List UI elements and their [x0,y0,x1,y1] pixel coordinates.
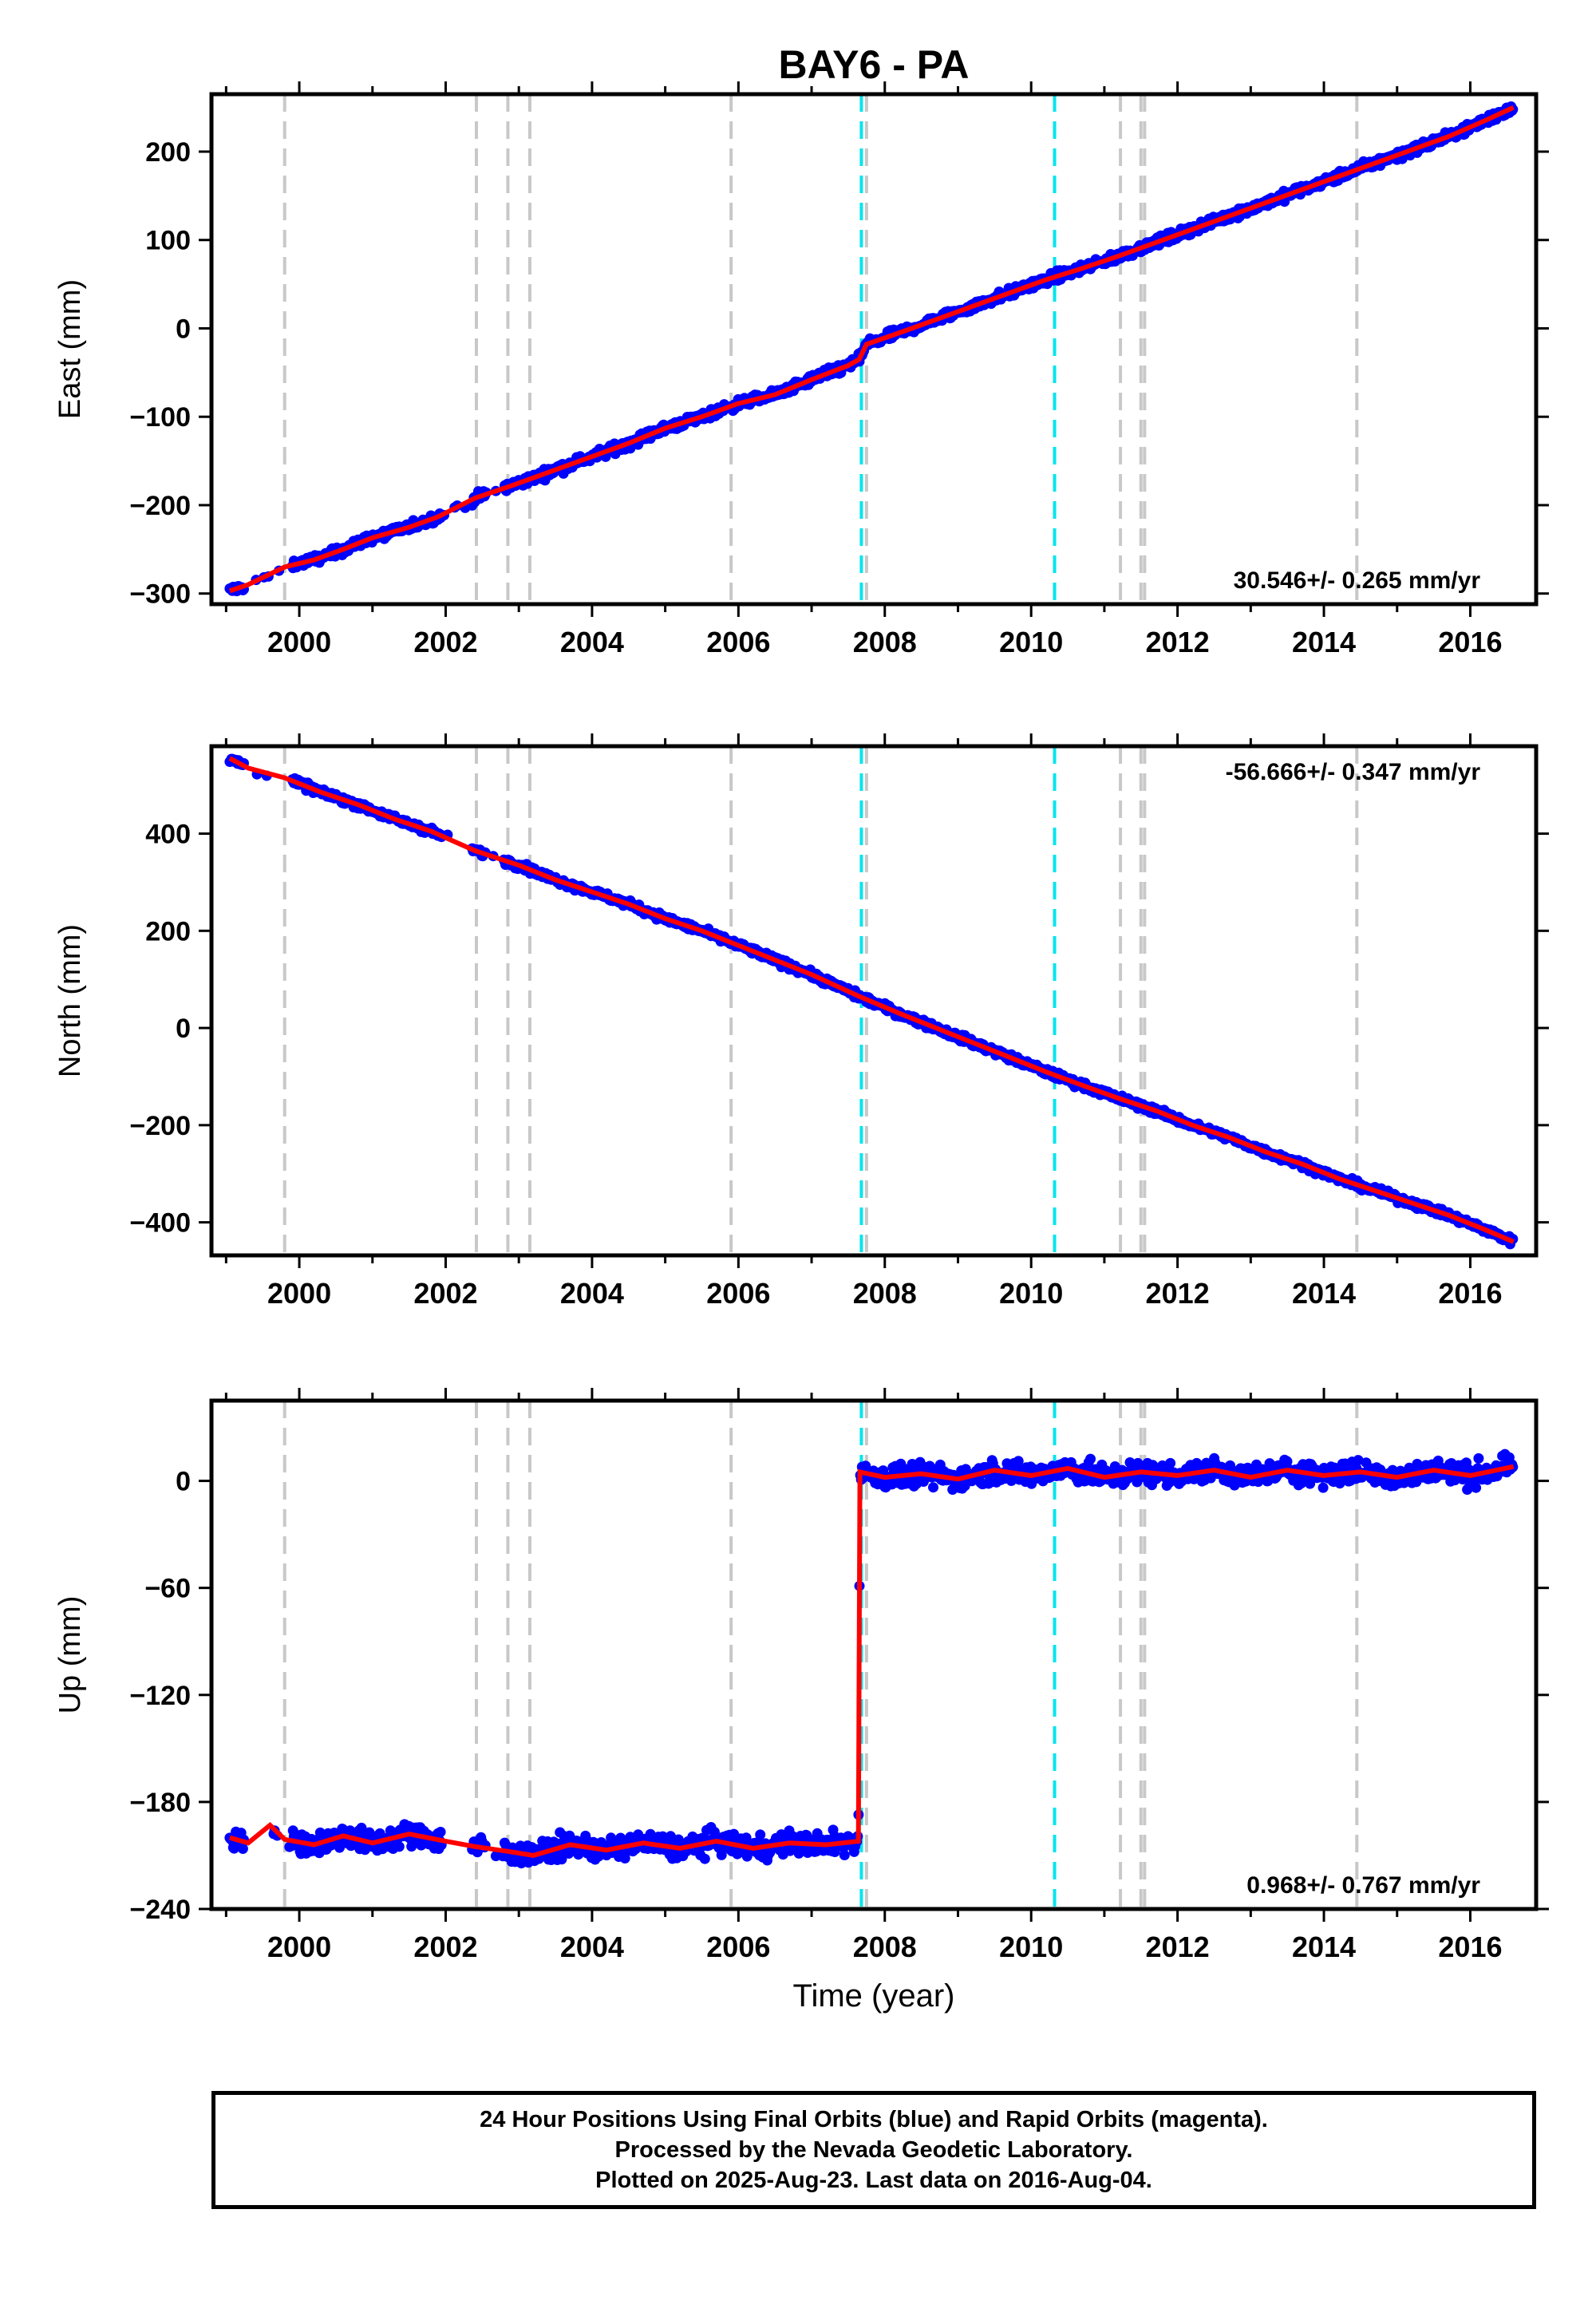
y-tick-label: −120 [129,1681,191,1711]
footer-caption: 24 Hour Positions Using Final Orbits (bl… [211,2091,1536,2209]
x-tick-label: 2016 [1438,626,1502,658]
data-points-up [224,1448,1519,1869]
x-tick-label: 2014 [1292,1931,1356,1963]
x-tick-label: 2010 [999,1931,1063,1963]
x-tick-label: 2004 [560,626,624,658]
data-point [1473,1452,1484,1464]
footer-line-2: Processed by the Nevada Geodetic Laborat… [614,2137,1133,2163]
y-axis-label: North (mm) [53,924,87,1077]
data-point [1471,1482,1482,1493]
x-tick-label: 2000 [267,1931,331,1963]
data-point [237,1844,248,1854]
x-tick-label: 2002 [413,1277,477,1310]
y-tick-label: −180 [129,1788,191,1818]
plot-frame-east [209,92,1539,607]
y-tick-label: −200 [129,1111,191,1141]
x-tick-label: 2008 [853,626,917,658]
y-tick-label: 100 [145,226,191,256]
model-line-north [228,756,1515,1244]
data-point [1353,1455,1364,1466]
y-tick-label: −200 [129,491,191,521]
y-tick-label: −400 [129,1208,191,1239]
x-tick-label: 2002 [413,1931,477,1963]
x-axis-label: Time (year) [793,1978,955,2014]
x-tick-label: 2010 [999,626,1063,658]
y-tick-label: 400 [145,820,191,850]
data-point [406,1841,417,1852]
data-point [619,1853,630,1863]
rate-label: -56.666+/- 0.347 mm/yr [1226,759,1481,785]
x-tick-label: 2002 [413,626,477,658]
x-tick-label: 2014 [1292,626,1356,658]
y-axis-label: East (mm) [53,279,87,419]
data-point [839,1850,850,1860]
y-tick-label: 0 [176,314,191,344]
rate-label: 30.546+/- 0.265 mm/yr [1234,567,1481,594]
data-point [435,1827,446,1837]
y-tick-label: −60 [144,1574,191,1604]
x-tick-label: 2006 [706,1931,770,1963]
x-tick-label: 2010 [999,1277,1063,1310]
y-tick-label: 200 [145,137,191,168]
data-point [393,1841,405,1852]
rate-label: 0.968+/- 0.767 mm/yr [1246,1872,1480,1899]
x-tick-label: 2016 [1438,1931,1502,1963]
x-tick-label: 2006 [706,1277,770,1310]
y-tick-label: 0 [176,1467,191,1497]
x-tick-label: 2008 [853,1277,917,1310]
footer-line-3: Plotted on 2025-Aug-23. Last data on 201… [595,2168,1152,2193]
data-point [1317,1482,1329,1493]
data-point [928,1482,938,1493]
x-tick-label: 2012 [1146,1277,1210,1310]
y-axis-label: Up (mm) [53,1596,87,1714]
data-point [1165,1457,1176,1468]
y-tick-label: 200 [145,916,191,947]
x-tick-label: 2016 [1438,1277,1502,1310]
y-tick-label: 0 [176,1014,191,1044]
x-tick-label: 2012 [1146,626,1210,658]
x-tick-label: 2014 [1292,1277,1356,1310]
data-point [755,1829,766,1840]
x-tick-label: 2008 [853,1931,917,1963]
data-point [1013,1456,1024,1467]
panel-east: 2000 2002 2004 2006 2008 2010 2012 2014 2016−300… [53,81,1549,658]
y-tick-label: −100 [129,402,191,433]
x-tick-label: 2000 [267,1277,331,1310]
plot-frame-north [209,744,1539,1258]
x-tick-label: 2006 [706,626,770,658]
x-tick-label: 2000 [267,626,331,658]
data-point [1085,1453,1096,1464]
model-line-up [229,1464,1515,1858]
chart-title: BAY6 - PA [779,42,970,87]
y-tick-label: −240 [129,1895,191,1925]
data-point [699,1853,710,1864]
plot-frame-up [209,1398,1539,1911]
footer-line-1: 24 Hour Positions Using Final Orbits (bl… [480,2107,1268,2132]
y-tick-label: −300 [129,579,191,610]
panel-up: 2000 2002 2004 2006 2008 2010 2012 2014 2016 −240… [53,1388,1549,2014]
data-point [716,1849,727,1860]
panel-north: 2000 2002 2004 2006 2008 2010 2012 2014 2016−400… [53,733,1549,1310]
x-tick-label: 2004 [560,1277,624,1310]
model-line-east [228,105,1515,594]
x-tick-label: 2004 [560,1931,624,1963]
x-tick-label: 2012 [1146,1931,1210,1963]
